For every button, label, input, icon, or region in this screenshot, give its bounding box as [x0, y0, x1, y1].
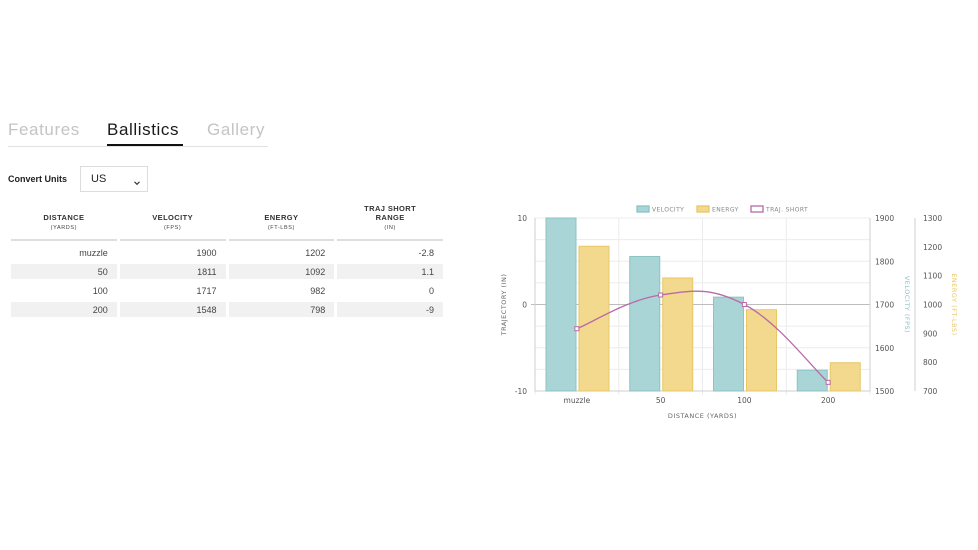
chevron-down-icon — [133, 174, 141, 192]
table-cell: 1717 — [196, 285, 217, 296]
y-tick-label-energy: 1100 — [923, 272, 942, 281]
table-cell: 100 — [92, 285, 108, 296]
y-tick-label-velocity: 1500 — [875, 387, 894, 396]
x-tick-label: 100 — [737, 396, 752, 405]
header-trajectory: TRAJ SHORT RANGE (IN) — [337, 204, 443, 241]
y-tick-label-trajectory: 10 — [517, 214, 527, 223]
legend-velocity-swatch — [636, 205, 650, 213]
y-tick-label-energy: 900 — [923, 329, 938, 338]
table-cell: 982 — [310, 285, 326, 296]
header-velocity-unit: (FPS) — [163, 225, 182, 231]
table-cell: -9 — [337, 302, 443, 317]
velocity-bar — [796, 369, 828, 392]
y-tick-label-velocity: 1900 — [875, 214, 894, 223]
legend-energy-swatch — [696, 205, 710, 213]
trajectory-point — [825, 379, 831, 385]
legend-energy-label: ENERGY — [712, 207, 739, 214]
header-distance-title: DISTANCE — [43, 213, 85, 222]
header-energy-title: ENERGY — [264, 213, 299, 222]
energy-bar — [829, 362, 861, 392]
trajectory-point — [574, 326, 580, 332]
table-cell: 798 — [228, 302, 335, 317]
table-cell: 1900 — [196, 247, 217, 258]
legend-trajectory-swatch — [750, 205, 764, 213]
table-cell: 200 — [11, 302, 117, 317]
y-axis-title-energy: ENERGY (FT-LBS) — [950, 273, 958, 335]
table-cell: muzzle — [79, 247, 108, 258]
tab-features[interactable]: Features — [8, 120, 80, 139]
table-row: 50 1811 1092 1.1 — [11, 264, 443, 279]
legend-velocity-label: VELOCITY — [652, 207, 684, 214]
y-axis-title-trajectory: TRAJECTORY (IN) — [500, 274, 508, 337]
y-tick-label-energy: 1000 — [923, 301, 942, 310]
table-row: muzzle 1900 1202 -2.8 — [11, 245, 443, 260]
table-cell: 1811 — [119, 264, 226, 279]
y-tick-label-trajectory: -10 — [515, 387, 527, 396]
y-tick-label-energy: 800 — [923, 358, 938, 367]
table-header-row: DISTANCE (YARDS) VELOCITY (FPS) ENERGY (FT-… — [11, 204, 443, 241]
header-energy: ENERGY (FT-LBS) — [228, 204, 335, 241]
header-trajectory-unit: (IN) — [384, 225, 396, 231]
y-tick-label-velocity: 1700 — [875, 301, 894, 310]
table-cell: -2.8 — [418, 247, 434, 258]
table-cell: 1202 — [305, 247, 326, 258]
table-cell: 0 — [428, 285, 434, 296]
ballistics-chart: 100-101900180017001600150013001200110010… — [500, 205, 958, 420]
convert-units-label: Convert Units — [8, 174, 68, 184]
y-tick-label-energy: 1200 — [923, 243, 942, 252]
y-tick-label-velocity: 1600 — [875, 344, 894, 353]
x-axis-title: DISTANCE (YARDS) — [668, 412, 737, 420]
tab-bar: Features Ballistics Gallery — [8, 114, 268, 147]
y-axis-title-velocity: VELOCITY (FPS) — [903, 276, 911, 333]
velocity-bar — [545, 217, 577, 392]
table-cell: 1548 — [119, 302, 226, 317]
x-tick-label: 200 — [821, 396, 836, 405]
x-tick-label: muzzle — [564, 396, 591, 405]
units-select[interactable]: US — [80, 166, 148, 192]
header-trajectory-title: TRAJ SHORT RANGE — [364, 204, 417, 222]
table-cell: 1.1 — [337, 264, 443, 279]
trajectory-point — [741, 302, 747, 307]
y-tick-label-energy: 1300 — [923, 214, 942, 223]
energy-bar — [662, 277, 694, 392]
trajectory-point — [658, 292, 664, 298]
velocity-bar — [713, 296, 744, 392]
x-tick-label: 50 — [656, 396, 666, 405]
table-cell: 50 — [11, 264, 117, 279]
header-distance-unit: (YARDS) — [50, 225, 78, 231]
y-tick-label-energy: 700 — [923, 387, 938, 396]
tab-ballistics[interactable]: Ballistics — [107, 120, 180, 139]
tab-gallery[interactable]: Gallery — [207, 120, 266, 139]
units-select-value: US — [91, 173, 107, 185]
header-velocity-title: VELOCITY — [152, 213, 193, 222]
table-row: 200 1548 798 -9 — [11, 302, 443, 317]
legend-trajectory-label: TRAJ. SHORT — [765, 207, 808, 214]
y-tick-label-trajectory: 0 — [522, 301, 527, 310]
header-distance: DISTANCE (YARDS) — [11, 204, 117, 241]
energy-bar — [746, 309, 777, 392]
header-velocity: VELOCITY (FPS) — [119, 204, 226, 241]
header-energy-unit: (FT-LBS) — [267, 225, 295, 231]
ballistics-table: DISTANCE (YARDS) VELOCITY (FPS) ENERGY (FT-… — [8, 200, 446, 321]
table-row: 100 1717 982 0 — [11, 283, 443, 298]
velocity-bar — [629, 255, 661, 392]
table-cell: 1092 — [228, 264, 335, 279]
trajectory-line — [576, 290, 829, 383]
energy-bar — [578, 245, 610, 392]
active-tab-indicator — [107, 144, 183, 146]
y-tick-label-velocity: 1800 — [875, 257, 894, 266]
